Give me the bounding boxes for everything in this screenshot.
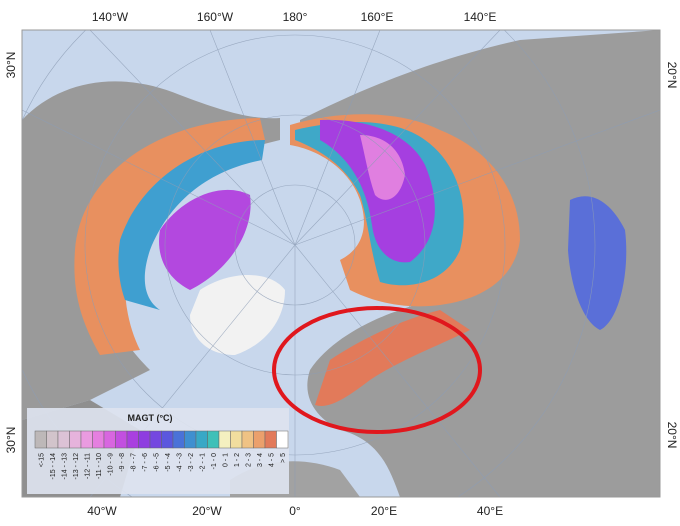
legend-label: -12 - -11 [85, 453, 92, 479]
legend-label: -8 - -7 [131, 453, 138, 472]
legend-label: 3 - 4 [257, 453, 264, 467]
longitude-label: 20°W [192, 504, 222, 518]
permafrost-warm [74, 118, 265, 355]
longitude-label: 160°E [361, 10, 394, 24]
legend-label: -3 - -2 [188, 453, 195, 472]
longitude-label: 40°E [477, 504, 503, 518]
legend-swatch [195, 430, 208, 449]
legend-swatch [161, 430, 174, 449]
legend-swatch [92, 430, 105, 449]
legend-swatch [80, 430, 93, 449]
legend-swatch [34, 430, 47, 449]
legend-label: -6 - -5 [154, 453, 161, 472]
scandinavia [315, 310, 470, 406]
legend-swatch [230, 430, 243, 449]
map-border [21, 29, 661, 498]
legend-swatch [69, 430, 82, 449]
north-america [22, 81, 280, 420]
longitude-label: 180° [283, 10, 308, 24]
legend-swatch [207, 430, 220, 449]
legend-swatch [253, 430, 266, 449]
longitude-label: 20°E [371, 504, 397, 518]
legend-label: -14 - -13 [62, 453, 69, 480]
legend-label: 1 - 2 [234, 453, 241, 467]
latitude-label: 30°N [4, 52, 18, 79]
legend-label: -13 - -12 [73, 453, 80, 480]
legend-label: -7 - -6 [142, 453, 149, 472]
legend-label: -2 - -1 [200, 453, 207, 472]
map-body [22, 30, 660, 497]
legend-swatch [218, 430, 231, 449]
legend-swatch [149, 430, 162, 449]
legend-label: 2 - 3 [246, 453, 253, 467]
legend-swatch [57, 430, 70, 449]
legend-swatch [103, 430, 116, 449]
longitude-label: 140°W [92, 10, 129, 24]
permafrost-plateau [568, 196, 627, 330]
legend-label: -9 - -8 [119, 453, 126, 472]
legend-label: -5 - -4 [165, 453, 172, 472]
graticule [22, 30, 660, 497]
longitude-label: 40°W [87, 504, 117, 518]
latitude-label: 20°N [665, 62, 679, 89]
latitude-label: 30°N [4, 427, 18, 454]
legend-label: -11 - -10 [96, 453, 103, 479]
legend-label: 4 - 5 [269, 453, 276, 467]
longitude-label: 0° [289, 504, 301, 518]
legend-swatch [276, 430, 289, 449]
legend-swatch [115, 430, 128, 449]
legend-label: -10 - -9 [108, 453, 115, 476]
longitude-label: 140°E [464, 10, 497, 24]
greenland [190, 275, 285, 355]
graticule-labels: 140°W 160°W 180° 160°E 140°E 40°W 20°W 0° 20°E 40… [4, 10, 679, 518]
legend-swatch [138, 430, 151, 449]
legend-label: <-15 [39, 453, 46, 467]
legend-label: -4 - -3 [177, 453, 184, 472]
longitude-label: 160°W [197, 10, 234, 24]
legend-items: <-15 -15 - -14 -14 - -13 -13 - -12 -12 - -11… [34, 430, 289, 480]
permafrost-mid [118, 140, 265, 310]
legend-swatch [241, 430, 254, 449]
legend-box [27, 408, 289, 494]
legend-swatch [46, 430, 59, 449]
legend-swatch [126, 430, 139, 449]
legend-swatch [184, 430, 197, 449]
legend-label: -1 - 0 [211, 453, 218, 469]
legend-label: > 5 [280, 453, 287, 463]
legend-swatch [172, 430, 185, 449]
legend-title: MAGT (°C) [127, 413, 172, 423]
legend-label: 0 - 1 [223, 453, 230, 467]
permafrost-cold [159, 189, 251, 290]
legend-swatch [264, 430, 277, 449]
latitude-label: 20°N [665, 422, 679, 449]
highlight-ellipse [272, 306, 482, 434]
permafrost-coldest [360, 135, 405, 200]
legend-label: -15 - -14 [50, 453, 57, 480]
